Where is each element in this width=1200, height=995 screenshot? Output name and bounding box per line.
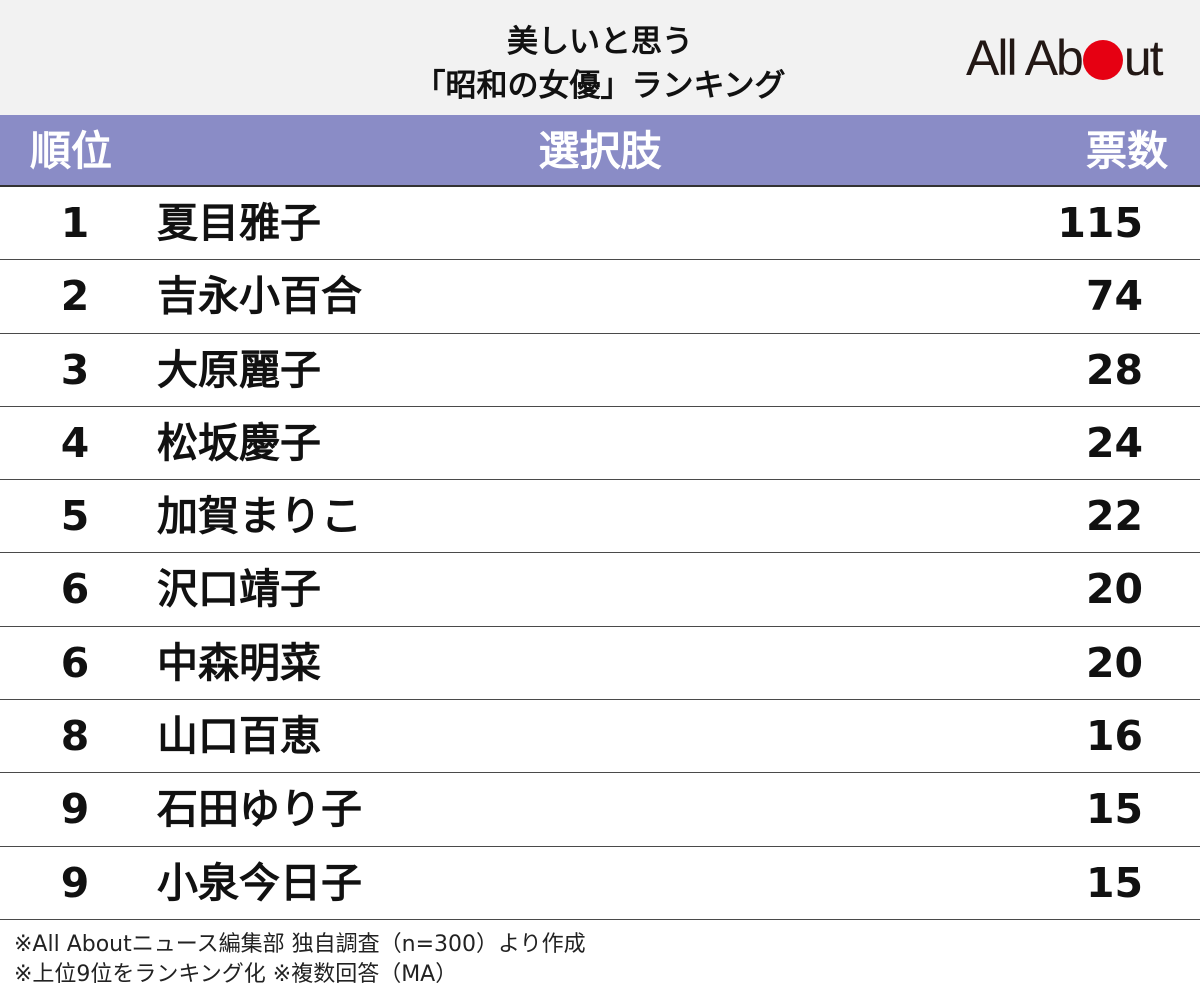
footnote-source: ※All Aboutニュース編集部 独自調査（n=300）より作成 bbox=[14, 932, 586, 957]
chart-title-line-1: 美しいと思う bbox=[507, 24, 693, 60]
logo-text-after: ut bbox=[1123, 30, 1164, 86]
table-row: 6 沢口靖子 20 bbox=[0, 553, 1200, 627]
row-rank: 8 bbox=[60, 712, 90, 761]
header-choice: 選択肢 bbox=[538, 127, 662, 175]
row-name: 加賀まりこ bbox=[157, 492, 362, 541]
header-rank: 順位 bbox=[30, 127, 112, 175]
row-votes: 74 bbox=[1085, 272, 1143, 321]
row-rank: 1 bbox=[60, 199, 90, 247]
all-about-logo: All Ab ut bbox=[966, 30, 1164, 86]
row-rank: 9 bbox=[60, 785, 90, 834]
row-votes: 15 bbox=[1085, 858, 1143, 907]
row-name: 小泉今日子 bbox=[157, 858, 362, 907]
footnotes: ※All Aboutニュース編集部 独自調査（n=300）より作成 ※上位9位を… bbox=[14, 930, 586, 990]
row-rank: 6 bbox=[60, 565, 90, 614]
row-name: 沢口靖子 bbox=[157, 565, 321, 614]
table-row: 9 小泉今日子 15 bbox=[0, 847, 1200, 920]
table-row: 8 山口百恵 16 bbox=[0, 700, 1200, 774]
row-votes: 15 bbox=[1085, 785, 1143, 834]
table-row: 6 中森明菜 20 bbox=[0, 627, 1200, 701]
table-row: 2 吉永小百合 74 bbox=[0, 260, 1200, 334]
table-row: 1 夏目雅子 115 bbox=[0, 187, 1200, 261]
row-name: 松坂慶子 bbox=[157, 418, 321, 467]
row-votes: 22 bbox=[1085, 492, 1143, 541]
logo-red-dot-icon bbox=[1082, 40, 1123, 80]
row-rank: 4 bbox=[60, 418, 90, 467]
ranking-table: 1 夏目雅子 115 2 吉永小百合 74 3 大原麗子 28 4 松坂慶子 24 5 加賀まりこ 22 6 沢… bbox=[0, 187, 1200, 920]
logo-text-before: All Ab bbox=[966, 30, 1084, 86]
row-name: 中森明菜 bbox=[157, 638, 321, 687]
row-votes: 20 bbox=[1085, 638, 1143, 687]
row-votes: 20 bbox=[1085, 565, 1143, 614]
row-rank: 2 bbox=[60, 272, 90, 321]
title-bar: 美しいと思う 「昭和の女優」ランキング All Ab ut bbox=[0, 0, 1200, 115]
row-rank: 6 bbox=[60, 638, 90, 687]
row-name: 吉永小百合 bbox=[157, 272, 362, 321]
row-name: 夏目雅子 bbox=[157, 199, 321, 247]
footnote-method: ※上位9位をランキング化 ※複数回答（MA） bbox=[14, 962, 458, 987]
row-name: 石田ゆり子 bbox=[157, 785, 362, 834]
row-votes: 24 bbox=[1085, 418, 1143, 467]
table-row: 3 大原麗子 28 bbox=[0, 334, 1200, 407]
row-name: 山口百恵 bbox=[157, 712, 321, 761]
table-header: 順位 選択肢 票数 bbox=[0, 115, 1200, 187]
table-row: 5 加賀まりこ 22 bbox=[0, 480, 1200, 554]
row-votes: 28 bbox=[1085, 345, 1143, 394]
table-row: 4 松坂慶子 24 bbox=[0, 407, 1200, 481]
table-row: 9 石田ゆり子 15 bbox=[0, 773, 1200, 847]
row-rank: 5 bbox=[60, 492, 90, 541]
chart-title-line-2: 「昭和の女優」ランキング bbox=[414, 68, 786, 104]
row-votes: 115 bbox=[1057, 199, 1143, 247]
row-rank: 9 bbox=[60, 858, 90, 907]
row-name: 大原麗子 bbox=[157, 345, 321, 394]
row-rank: 3 bbox=[60, 345, 90, 394]
row-votes: 16 bbox=[1085, 712, 1143, 761]
header-votes: 票数 bbox=[1086, 127, 1168, 175]
